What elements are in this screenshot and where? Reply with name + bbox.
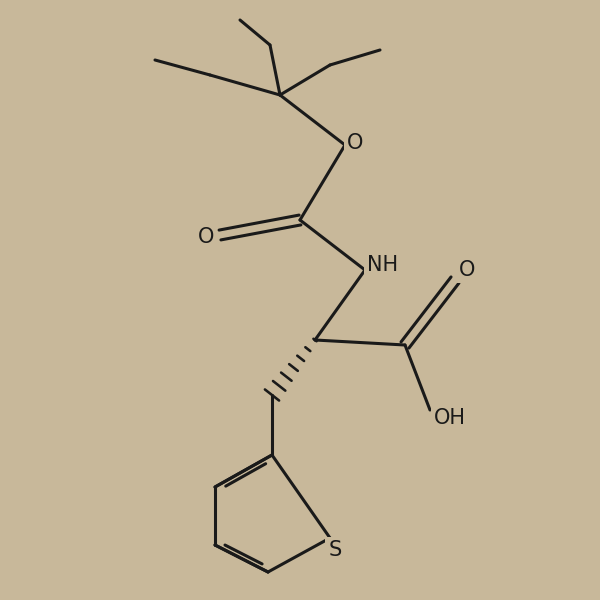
Text: O: O (459, 260, 475, 280)
Text: O: O (347, 133, 363, 153)
Text: O: O (198, 227, 214, 247)
Text: NH: NH (367, 255, 398, 275)
Text: OH: OH (434, 408, 466, 428)
Text: S: S (328, 540, 341, 560)
